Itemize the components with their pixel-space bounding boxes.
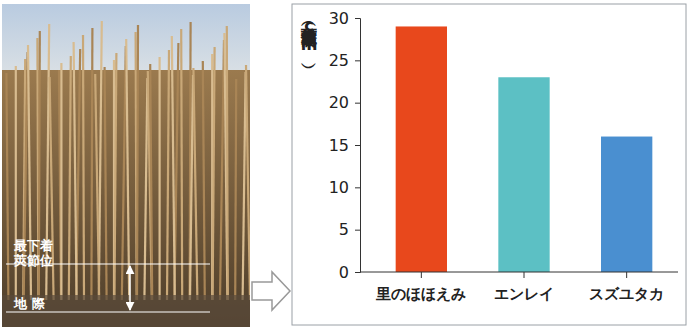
photo-stalk: [213, 47, 215, 300]
annotation-label: 最下着莢節位: [13, 238, 53, 268]
photo-stalk: [246, 65, 250, 300]
photo-stalk: [144, 78, 147, 300]
photo-stalk: [95, 74, 99, 300]
x-tick: スズユタカ: [589, 272, 664, 303]
y-tick: 10: [329, 178, 360, 197]
y-tick: 15: [329, 136, 360, 155]
photo-stalk: [190, 75, 193, 300]
chart-frame: [292, 4, 686, 325]
bar: [601, 137, 652, 272]
y-tick-mark: [355, 272, 360, 273]
y-tick-mark: [355, 60, 360, 61]
y-axis: 0 5 10 15 20 25 30: [329, 9, 361, 282]
photo-annotations: 最下着莢節位地 際: [6, 238, 210, 312]
x-tick-label: エンレイ: [494, 285, 554, 303]
y-tick: 20: [329, 93, 360, 112]
photo-ground: [2, 295, 250, 327]
photo-stalk: [126, 39, 129, 300]
x-tick-label: 里のほほえみ: [375, 285, 466, 303]
y-tick-mark: [355, 187, 360, 188]
x-tick-mark: [626, 272, 627, 278]
y-tick-mark: [355, 145, 360, 146]
pointer-arrow: [252, 272, 290, 310]
bar: [396, 26, 447, 272]
y-tick-label: 0: [339, 263, 349, 282]
photo-stalk: [122, 46, 126, 300]
photo: [2, 4, 250, 327]
height-arrow: [129, 266, 131, 310]
photo-stalk: [137, 25, 138, 300]
photo-stalk: [193, 68, 197, 300]
y-tick-mark: [355, 103, 360, 104]
x-tick-mark: [421, 272, 422, 278]
y-tick-label: 15: [329, 136, 349, 155]
photo-stalk: [83, 35, 84, 300]
y-tick-label: 30: [329, 9, 349, 28]
x-axis: 里のほほえみ エンレイ スズユタカ: [360, 272, 678, 303]
photo-stalk: [235, 79, 236, 300]
photo-stalk: [167, 50, 169, 300]
photo-stalk: [6, 73, 8, 300]
photo-stalk: [114, 53, 116, 300]
y-axis-title: 最下着莢節位高（cm）: [300, 16, 319, 69]
photo-stalk: [91, 28, 92, 300]
y-tick: 30: [329, 9, 360, 28]
y-tick-label: 5: [339, 220, 349, 239]
y-tick: 25: [329, 51, 360, 70]
photo-stalk: [172, 36, 175, 300]
photo-stalk: [220, 40, 224, 300]
bars: [396, 26, 653, 272]
photo-stalk: [181, 29, 182, 300]
y-tick-label: 25: [329, 51, 349, 70]
annotation-line: [6, 311, 210, 312]
y-tick-label: 10: [329, 178, 349, 197]
photo-stalk: [243, 72, 246, 300]
x-tick-label: スズユタカ: [589, 285, 664, 303]
y-tick-mark: [355, 18, 360, 19]
y-tick-label: 20: [329, 93, 349, 112]
y-tick-mark: [355, 230, 360, 231]
x-tick-mark: [524, 272, 525, 278]
bar: [498, 77, 549, 272]
y-axis-line: [355, 19, 361, 273]
y-tick: 0: [339, 263, 360, 282]
photo-stalk: [105, 67, 107, 300]
x-tick: エンレイ: [494, 272, 554, 303]
canvas: 最下着莢節位地 際 0 5 10 15 20 25 30 里のほほえみ エンレイ スズユタカ 最下着莢…: [0, 0, 690, 329]
annotation-label: 地 際: [13, 296, 46, 311]
x-tick: 里のほほえみ: [375, 272, 466, 303]
y-tick: 5: [339, 220, 360, 239]
x-axis-line: [360, 272, 678, 273]
photo-stalk: [227, 26, 228, 300]
photo-stalk: [74, 42, 77, 300]
